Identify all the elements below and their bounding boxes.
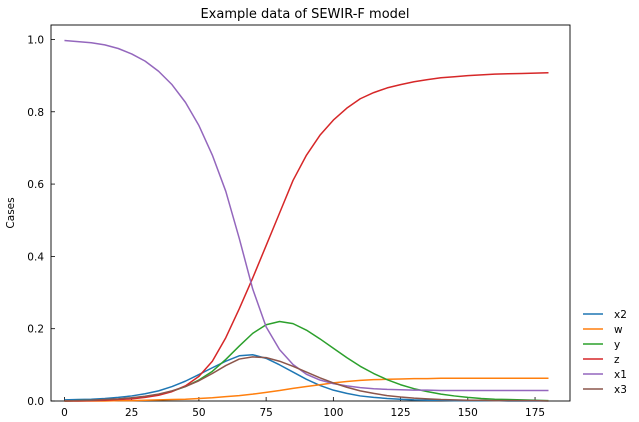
x-tick-label: 175 xyxy=(525,407,545,419)
x-tick-label: 25 xyxy=(125,407,138,419)
y-axis-label: Cases xyxy=(5,197,17,228)
series-line-x1 xyxy=(64,39,549,392)
legend-label-x3: x3 xyxy=(614,384,627,396)
series-line-w xyxy=(64,377,549,402)
y-tick-label: 0.0 xyxy=(27,396,44,408)
x-tick-label: 75 xyxy=(259,407,272,419)
x-tick-label: 100 xyxy=(323,407,343,419)
legend-label-z: z xyxy=(614,354,620,366)
y-tick-label: 1.0 xyxy=(27,34,44,46)
legend: x2 wyz x1 x3 xyxy=(583,309,627,396)
legend-label-x2: x2 xyxy=(614,309,627,321)
x-tick-label: 0 xyxy=(61,407,68,419)
series-line-y xyxy=(64,320,549,402)
legend-label-w: w xyxy=(614,324,623,336)
legend-label-x1: x1 xyxy=(614,369,627,381)
x-tick-label: 50 xyxy=(192,407,205,419)
series-lines xyxy=(64,39,549,402)
y-tick-label: 0.8 xyxy=(27,107,44,119)
plot-frame xyxy=(50,24,571,402)
y-tick-label: 0.6 xyxy=(27,179,44,191)
y-tick-label: 0.4 xyxy=(27,251,44,263)
x-tick-label: 150 xyxy=(458,407,478,419)
y-tick-label: 0.2 xyxy=(27,324,44,336)
legend-label-y: y xyxy=(614,339,620,351)
series-line-z xyxy=(64,71,549,402)
series-line-x3 xyxy=(64,356,549,402)
chart-title: Example data of SEWIR-F model xyxy=(200,7,409,22)
axis-ticks: 0 25 50 75 100 125 150 175 0.0 0.2 0.4 0.6 0.8 1.0 xyxy=(27,34,545,419)
x-tick-label: 125 xyxy=(391,407,411,419)
